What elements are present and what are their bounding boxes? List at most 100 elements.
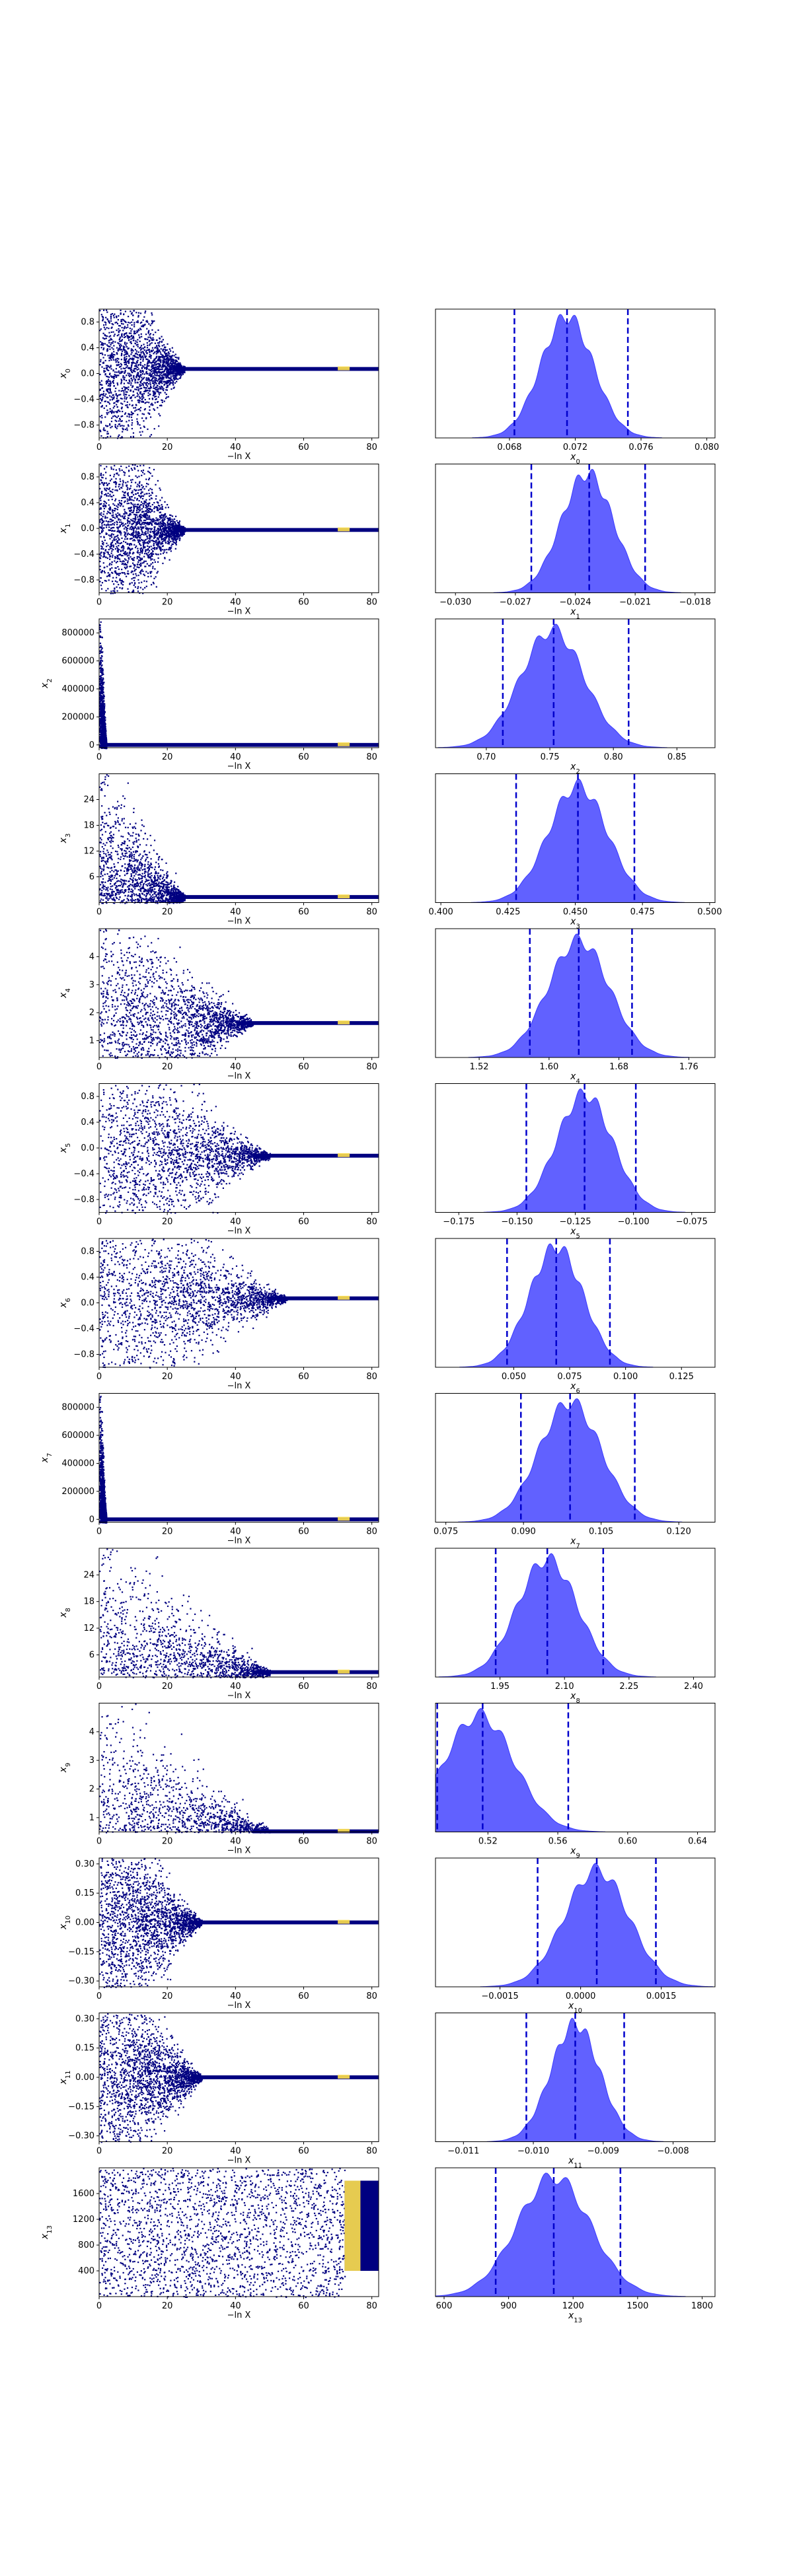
trace-point xyxy=(141,508,143,510)
trace-point xyxy=(159,515,161,517)
trace-point xyxy=(172,522,174,524)
trace-point xyxy=(125,359,127,361)
trace-point xyxy=(182,526,184,528)
trace-point xyxy=(134,330,136,332)
trace-point xyxy=(127,324,129,326)
trace-point xyxy=(167,362,169,364)
trace-point xyxy=(143,573,145,575)
trace-point xyxy=(133,570,135,572)
trace-point xyxy=(139,353,141,356)
trace-point xyxy=(155,361,157,363)
trace-point xyxy=(172,520,174,522)
trace-point xyxy=(99,636,101,638)
trace-point xyxy=(108,376,110,378)
trace-point xyxy=(109,535,111,537)
trace-point xyxy=(116,586,118,588)
trace-point xyxy=(120,515,122,517)
trace-point xyxy=(128,388,130,390)
trace-point xyxy=(113,530,115,532)
trace-point xyxy=(164,374,166,376)
trace-point xyxy=(150,357,152,359)
trace-ytick-label: −0.8 xyxy=(73,575,94,585)
trace-point xyxy=(141,484,143,486)
trace-point xyxy=(127,561,129,563)
trace-point xyxy=(156,507,158,509)
trace-point xyxy=(114,499,116,502)
trace-point xyxy=(128,355,130,357)
trace-point xyxy=(131,511,133,513)
trace-point xyxy=(131,495,133,498)
trace-point xyxy=(168,366,170,368)
trace-point xyxy=(114,591,116,594)
trace-point xyxy=(161,366,163,368)
trace-point xyxy=(108,328,110,330)
trace-point xyxy=(135,363,137,365)
trace-point xyxy=(102,705,104,708)
trace-point xyxy=(127,481,129,483)
trace-point xyxy=(115,543,117,545)
trace-point xyxy=(118,574,120,577)
trace-point xyxy=(168,543,170,545)
trace-point xyxy=(121,522,123,525)
trace-point xyxy=(142,384,144,386)
trace-point xyxy=(111,357,113,359)
trace-point xyxy=(122,581,124,583)
trace-point xyxy=(159,382,161,384)
trace-point xyxy=(104,359,106,362)
trace-point xyxy=(102,332,104,334)
trace-point xyxy=(157,371,159,373)
trace-point xyxy=(121,339,123,341)
trace-point xyxy=(169,529,172,531)
trace-point xyxy=(153,547,156,549)
trace-point xyxy=(120,582,122,584)
trace-point xyxy=(161,549,163,551)
trace-point xyxy=(104,579,106,582)
trace-point xyxy=(133,535,135,537)
trace-point xyxy=(116,416,118,419)
trace-point xyxy=(117,573,119,575)
trace-point xyxy=(149,390,151,392)
trace-point xyxy=(155,379,157,382)
posterior-xlabel: x0 xyxy=(570,452,580,466)
trace-point xyxy=(137,422,139,424)
trace-point xyxy=(139,356,141,358)
trace-point xyxy=(163,522,165,524)
trace-point xyxy=(147,511,149,513)
trace-point xyxy=(146,342,148,344)
trace-point xyxy=(113,316,115,318)
trace-point xyxy=(142,589,144,590)
trace-point xyxy=(141,398,143,400)
trace-point xyxy=(112,494,114,497)
trace-point xyxy=(156,345,158,347)
trace-point xyxy=(125,321,127,324)
trace-point xyxy=(116,323,119,325)
trace-point xyxy=(147,522,149,525)
trace-point xyxy=(120,313,122,315)
trace-point xyxy=(152,540,154,542)
trace-point xyxy=(99,519,101,521)
trace-point xyxy=(131,351,133,353)
trace-point xyxy=(177,522,179,524)
trace-point xyxy=(130,503,132,505)
trace-point xyxy=(146,527,149,529)
trace-point xyxy=(101,655,103,657)
trace-point xyxy=(147,511,149,513)
trace-point xyxy=(102,477,104,479)
trace-point xyxy=(179,377,182,379)
trace-point xyxy=(119,373,121,375)
trace-point xyxy=(166,375,168,377)
trace-point xyxy=(175,541,177,543)
trace-point xyxy=(117,530,119,532)
trace-point xyxy=(111,323,113,325)
trace-point xyxy=(138,534,141,536)
trace-point xyxy=(132,529,135,531)
trace-point xyxy=(172,387,174,389)
trace-point xyxy=(132,319,134,321)
trace-point xyxy=(99,352,102,355)
trace-point xyxy=(125,327,128,329)
trace-point xyxy=(150,355,152,357)
trace-point xyxy=(132,355,134,357)
trace-point xyxy=(124,551,126,553)
trace-background xyxy=(99,619,379,748)
